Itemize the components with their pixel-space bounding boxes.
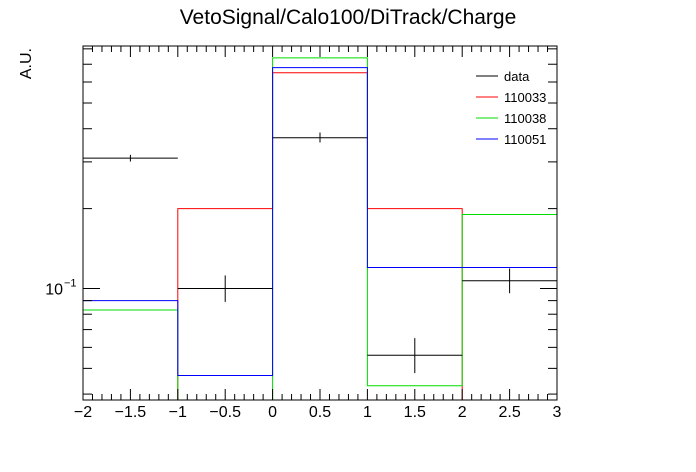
legend: data 110033 110038 110051 xyxy=(476,69,546,147)
histogram-series xyxy=(83,57,557,401)
legend-entry: 110033 xyxy=(476,90,546,105)
data-point xyxy=(272,132,368,143)
x-tick-label: −1.5 xyxy=(115,404,147,421)
axis-ticks xyxy=(82,46,558,400)
legend-entry: 110038 xyxy=(476,111,546,126)
legend-label: 110033 xyxy=(504,90,546,105)
legend-label: 110051 xyxy=(504,132,546,147)
series-110038-line xyxy=(83,57,557,401)
data-point xyxy=(462,268,557,294)
y-tick-label: 10 xyxy=(45,281,63,298)
x-tick-label: −1 xyxy=(169,404,187,421)
x-tick-label: 1 xyxy=(363,404,372,421)
x-tick-label: 1.5 xyxy=(404,404,426,421)
series-110033-line xyxy=(83,72,557,401)
x-tick-label: 3 xyxy=(553,404,562,421)
x-tick-label: 2.5 xyxy=(498,404,520,421)
legend-entry: data xyxy=(476,69,530,84)
series-110051-line xyxy=(83,67,557,377)
x-tick-label: 0 xyxy=(268,404,277,421)
legend-label: data xyxy=(504,69,530,84)
data-point xyxy=(177,275,273,302)
y-tick-label-exponent: −1 xyxy=(64,277,77,289)
x-tick-label: −0.5 xyxy=(209,404,241,421)
chart-title: VetoSignal/Calo100/DiTrack/Charge xyxy=(180,6,517,29)
legend-label: 110038 xyxy=(504,111,546,126)
x-tick-label: −2 xyxy=(74,404,92,421)
data-point xyxy=(83,154,178,162)
y-axis-label: A.U. xyxy=(18,48,35,79)
x-tick-label: 2 xyxy=(458,404,467,421)
x-tick-label: 0.5 xyxy=(309,404,331,421)
axis-tick-labels: −2 −1.5 −1 −0.5 0 0.5 1 1.5 2 2.5 310 −1 xyxy=(45,277,561,421)
legend-entry: 110051 xyxy=(476,132,546,147)
data-point xyxy=(367,338,463,374)
plot-frame xyxy=(82,45,558,401)
